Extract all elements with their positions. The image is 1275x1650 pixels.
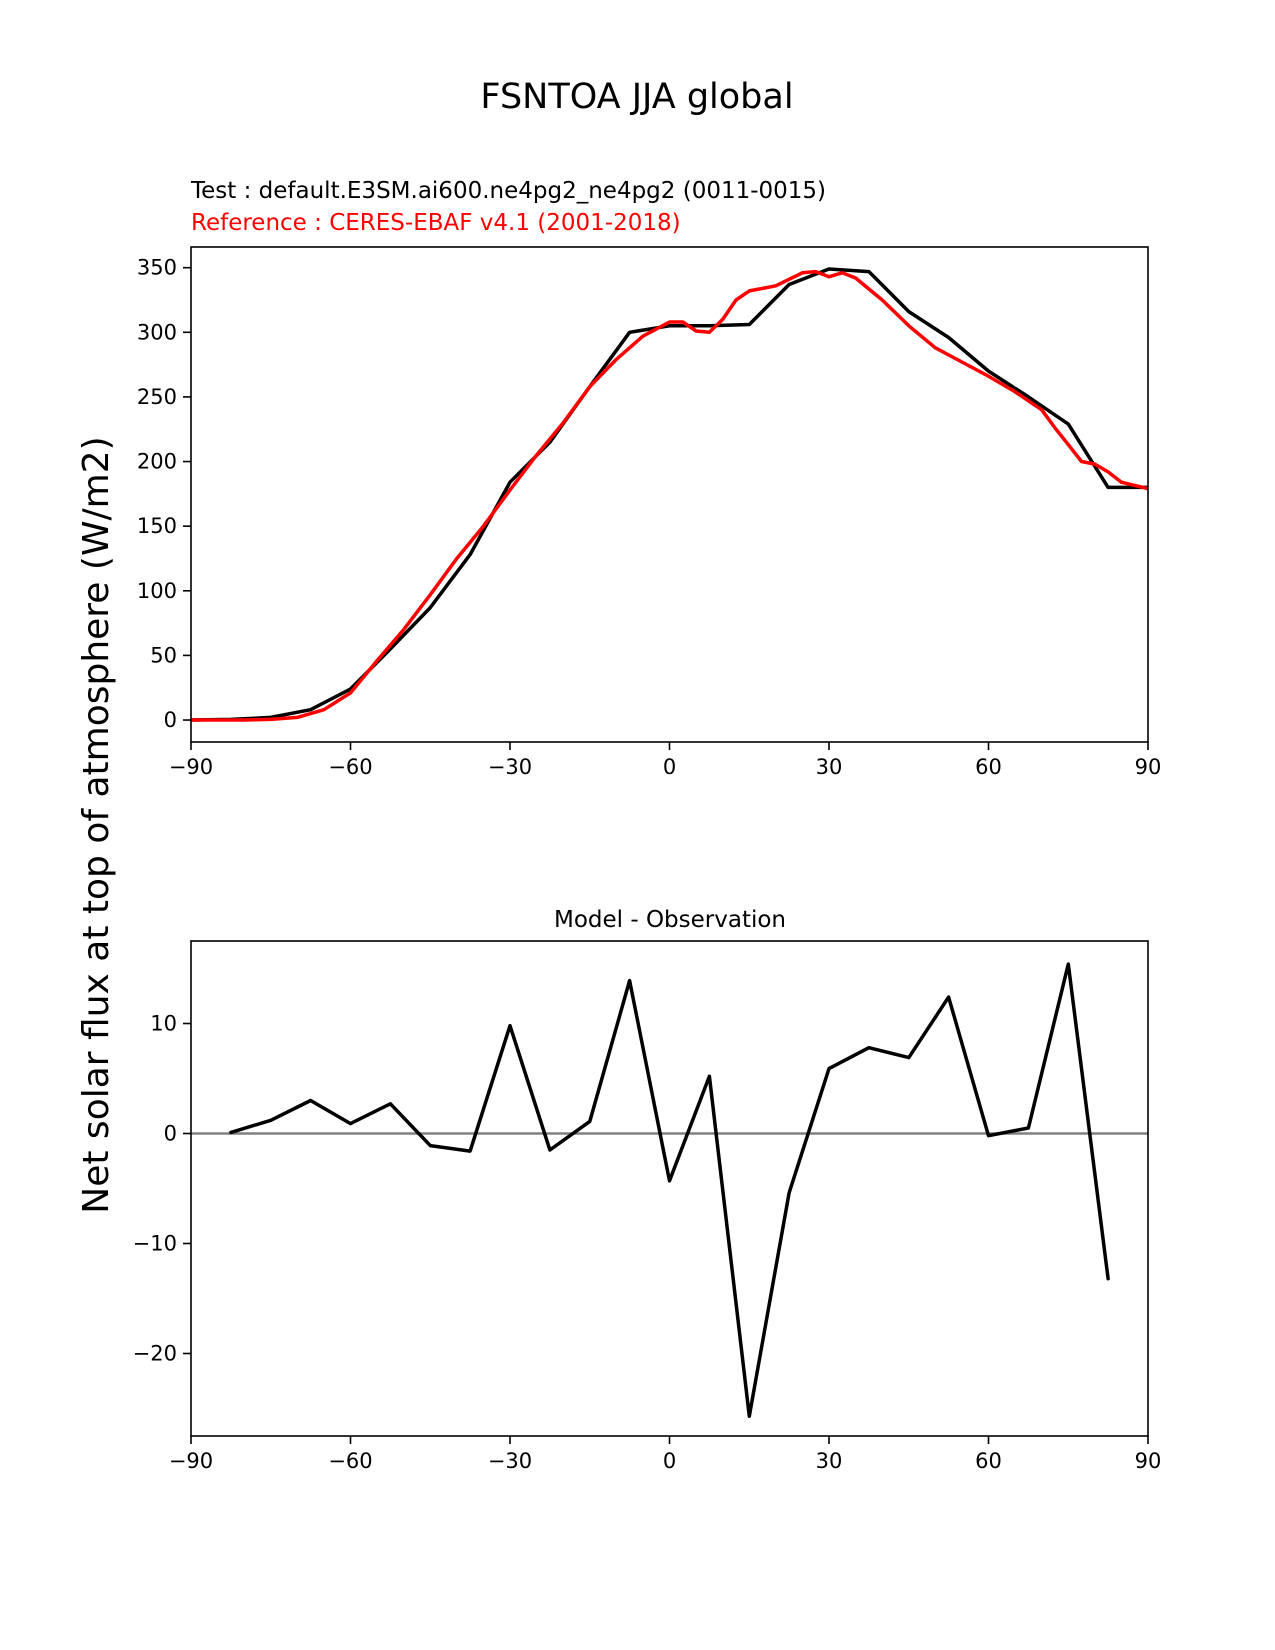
test-label: Test : default.E3SM.ai600.ne4pg2_ne4pg2 … [190, 178, 826, 204]
bottom-ytick-label: 10 [150, 1012, 177, 1036]
top-ytick-label: 150 [137, 514, 177, 538]
reference-label: Reference : CERES-EBAF v4.1 (2001-2018) [191, 210, 681, 236]
top-ytick-label: 300 [137, 320, 177, 344]
bottom-xtick-label: 0 [663, 1449, 676, 1473]
bottom-ytick-label: −20 [133, 1342, 177, 1366]
top-ytick-label: 200 [137, 450, 177, 474]
difference-chart-title: Model - Observation [554, 907, 786, 933]
bottom-ytick-label: −10 [133, 1232, 177, 1256]
top-chart-panel: Test : default.E3SM.ai600.ne4pg2_ne4pg2 … [137, 178, 1161, 779]
top-ytick-label: 250 [137, 385, 177, 409]
top-xtick-label: 0 [663, 755, 676, 779]
top-series-test [191, 267, 1148, 722]
bottom-ytick-label: 0 [164, 1122, 177, 1146]
top-ytick-label: 0 [164, 708, 177, 732]
bottom-chart-panel: Model - Observation −90 −60 −30 0 30 60 90 −20 −… [133, 907, 1162, 1473]
figure-title: FSNTOA JJA global [480, 77, 793, 117]
bottom-axes-frame [190, 940, 1149, 1437]
top-xtick-label: −90 [169, 755, 213, 779]
bottom-xtick-label: 90 [1135, 1449, 1162, 1473]
bottom-xtick-label: −30 [488, 1449, 532, 1473]
top-xtick-label: −30 [488, 755, 532, 779]
top-ytick-label: 350 [137, 256, 177, 280]
bottom-xtick-label: −60 [328, 1449, 372, 1473]
top-ytick-label: 50 [150, 643, 177, 667]
bottom-xtick-label: 30 [816, 1449, 843, 1473]
top-xtick-label: 90 [1135, 755, 1162, 779]
bottom-series-difference [229, 962, 1110, 1418]
top-xtick-label: 60 [975, 755, 1002, 779]
ylabel-shared: Net solar flux at top of atmosphere (W/m… [76, 436, 117, 1213]
top-xtick-label: 30 [816, 755, 843, 779]
top-xtick-label: −60 [328, 755, 372, 779]
bottom-xtick-label: 60 [975, 1449, 1002, 1473]
top-ytick-label: 100 [137, 579, 177, 603]
bottom-xtick-label: −90 [169, 1449, 213, 1473]
top-series-reference [191, 269, 1148, 722]
